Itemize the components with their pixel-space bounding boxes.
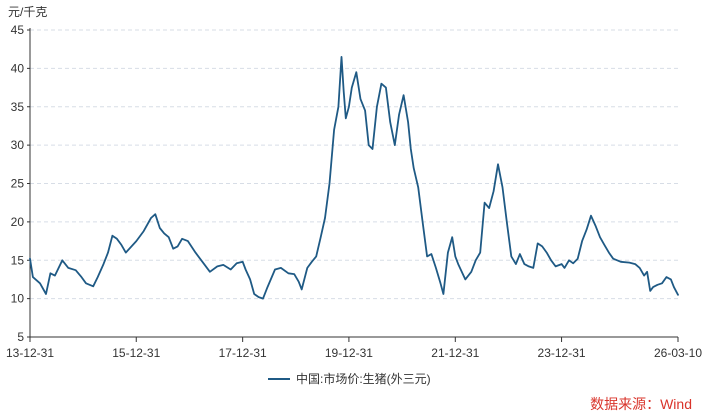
source-note: 数据来源：Wind bbox=[590, 396, 692, 412]
y-tick-label: 15 bbox=[11, 253, 25, 267]
x-tick-label: 19-12-31 bbox=[325, 346, 373, 360]
legend-swatch bbox=[268, 377, 290, 380]
y-tick-label: 45 bbox=[11, 23, 25, 37]
x-tick-label: 17-12-31 bbox=[219, 346, 267, 360]
axis-layer: 5 10 15 20 25 30 35 40 45 13-12-31 15-12-31 17-12-3… bbox=[6, 23, 702, 360]
grid-layer bbox=[30, 29, 678, 300]
y-tick-label: 25 bbox=[11, 177, 25, 191]
x-tick-label: 13-12-31 bbox=[6, 346, 54, 360]
x-tick-label: 21-12-31 bbox=[431, 346, 479, 360]
y-tick-label: 10 bbox=[11, 292, 25, 306]
series-layer bbox=[29, 56, 679, 300]
legend: 中国:市场价:生猪(外三元) bbox=[268, 370, 431, 387]
series-line bbox=[29, 56, 679, 300]
x-tick-label: 15-12-31 bbox=[112, 346, 160, 360]
legend-label: 中国:市场价:生猪(外三元) bbox=[296, 372, 431, 386]
y-tick-label: 5 bbox=[17, 330, 24, 344]
y-tick-label: 20 bbox=[11, 215, 25, 229]
y-axis-unit-label: 元/千克 bbox=[8, 5, 48, 19]
y-tick-label: 35 bbox=[11, 100, 25, 114]
y-tick-label: 30 bbox=[11, 138, 25, 152]
x-tick-label: 23-12-31 bbox=[538, 346, 586, 360]
x-tick-label: 26-03-10 bbox=[654, 346, 702, 360]
y-tick-label: 40 bbox=[11, 61, 25, 75]
